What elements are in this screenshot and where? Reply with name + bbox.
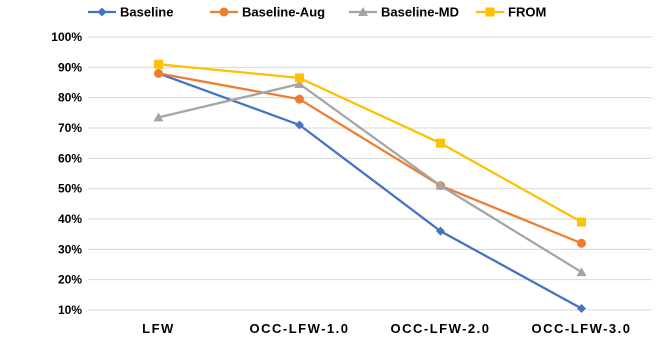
x-tick-label: OCC-LFW-2.0 [390,321,490,336]
y-tick-label: 60% [58,151,82,165]
y-tick-label: 40% [58,212,82,226]
series-baseline-md [153,79,587,277]
data-point [577,303,586,313]
data-point [295,94,304,104]
x-tick-label: OCC-LFW-3.0 [531,321,631,336]
data-point [577,217,586,227]
data-point [436,138,445,148]
legend-item: Baseline-MD [349,5,459,20]
series-line [158,72,583,310]
y-tick-label: 80% [58,91,82,105]
data-point [294,79,305,89]
legend-label: FROM [508,5,546,20]
y-tick-label: 70% [58,121,82,135]
series-line [158,82,583,274]
data-point [577,238,586,248]
data-point [219,7,229,17]
legend-label: Baseline-MD [381,5,459,20]
data-point [154,68,163,78]
legend: Baseline Baseline-Aug Baseline-MD FROM [88,5,546,20]
y-tick-label: 10% [58,303,82,317]
legend-item: FROM [476,5,546,20]
y-tick-label: 50% [58,182,82,196]
x-tick-label: LFW [142,321,175,336]
series-baseline-aug [154,68,586,248]
legend-label: Baseline [120,5,173,20]
legend-item: Baseline-Aug [210,5,325,20]
data-point [295,73,304,83]
series-line [158,63,583,224]
legend-item: Baseline [88,5,173,20]
series-baseline [154,68,586,313]
series-from [154,59,586,227]
x-tick-label: OCC-LFW-1.0 [249,321,349,336]
data-point [295,120,304,130]
data-point [576,267,587,277]
data-point [154,59,163,69]
y-tick-label: 20% [58,273,82,287]
y-tick-label: 100% [51,30,82,44]
y-tick-label: 90% [58,60,82,74]
data-point [358,7,368,16]
legend-label: Baseline-Aug [242,5,325,20]
data-point [435,180,446,190]
data-point [97,7,107,17]
data-point [436,226,445,236]
y-tick-label: 30% [58,242,82,256]
gridlines [88,36,652,311]
series-line [158,72,582,245]
data-point [485,7,495,17]
data-point [153,112,164,122]
